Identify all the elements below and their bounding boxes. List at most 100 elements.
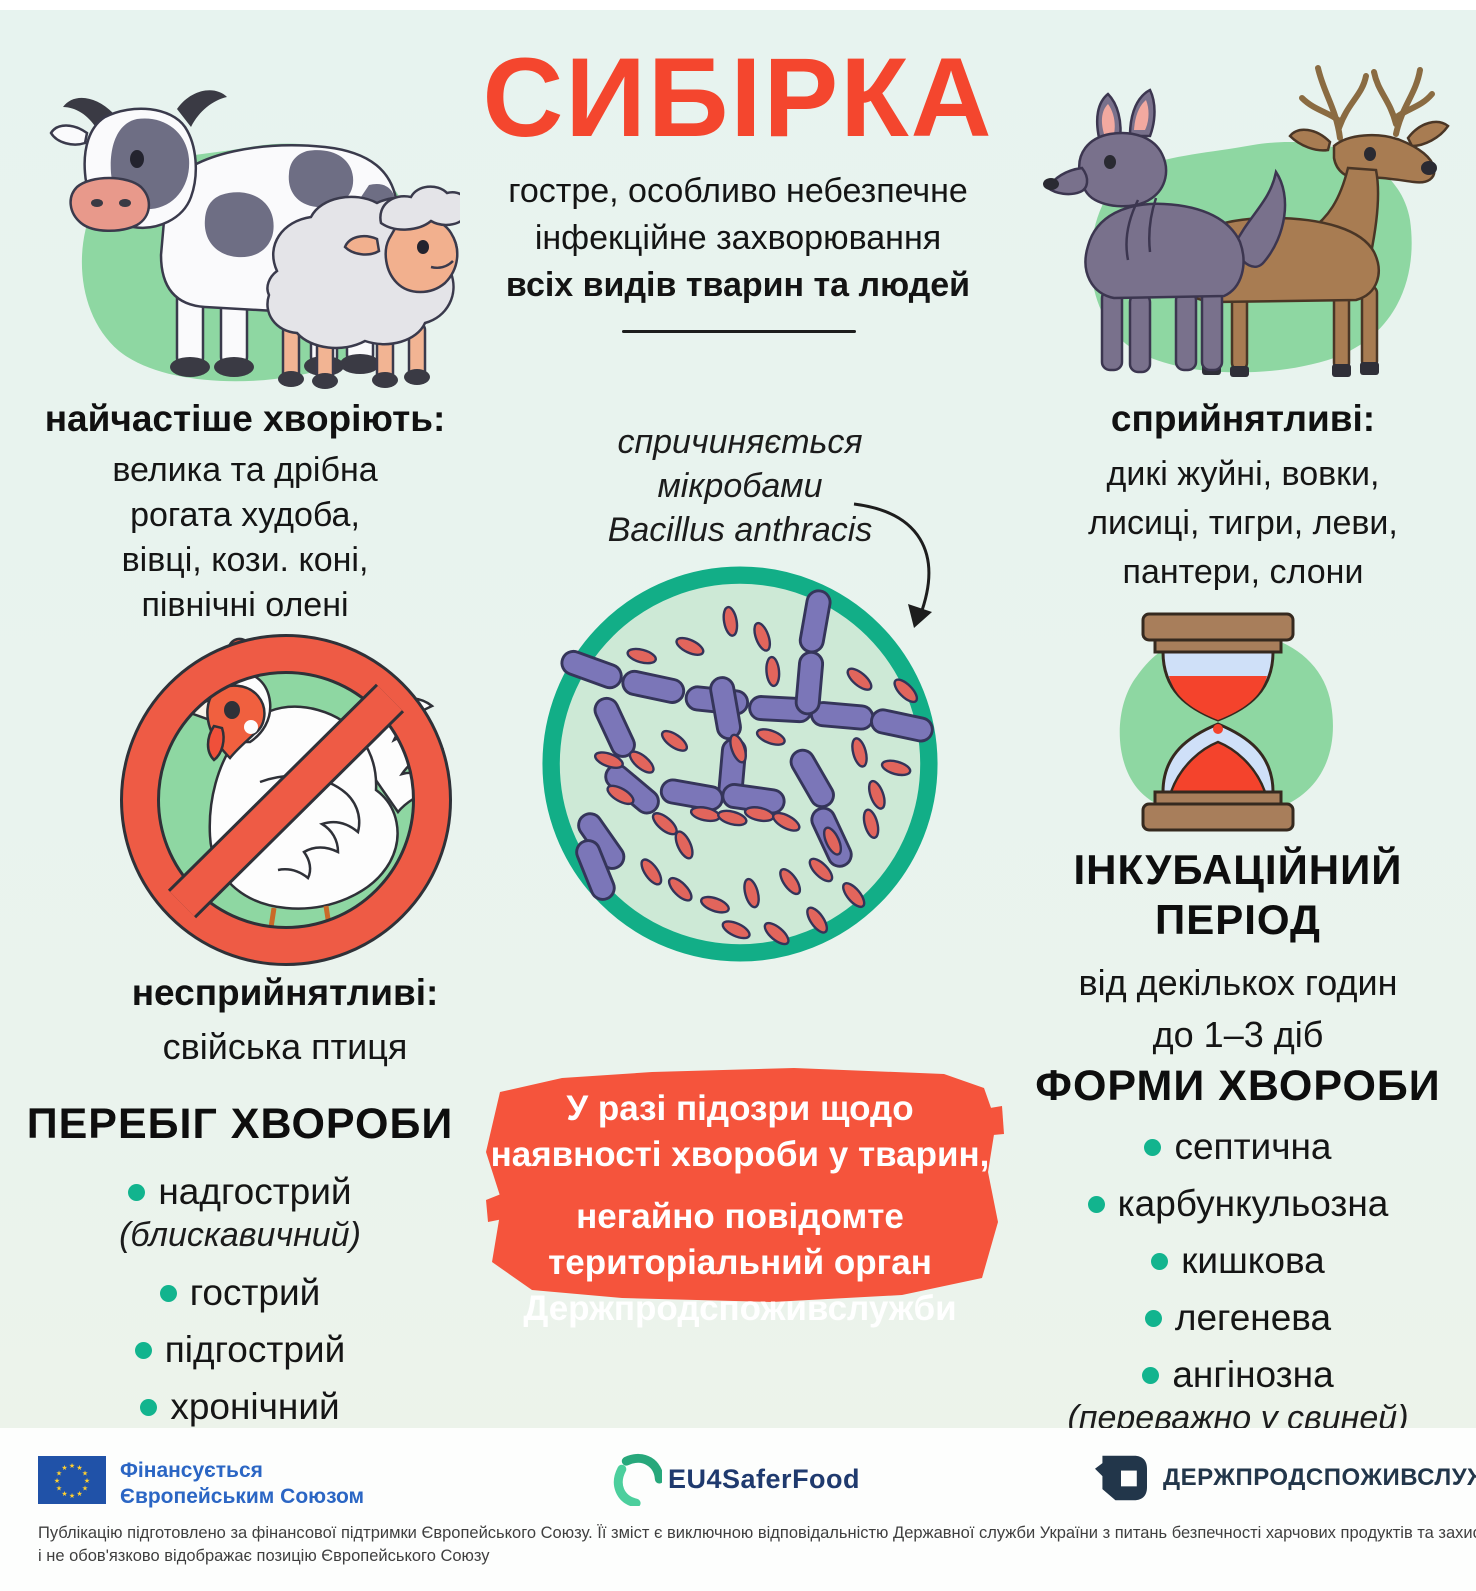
agency-glyph-icon	[1095, 1455, 1147, 1501]
svg-text:★: ★	[76, 1464, 82, 1472]
disclaimer: Публікацію підготовлено за фінансової пі…	[38, 1522, 1476, 1568]
bullet-dot-icon	[1087, 1195, 1105, 1213]
cattle-and-sheep-illustration	[25, 55, 460, 395]
page-title: СИБІРКА	[482, 35, 994, 160]
forms-item-label: септична	[1174, 1126, 1332, 1167]
eu4saferfood-label: EU4SaferFood	[668, 1463, 861, 1494]
most-affected-line: вівці, кози. коні,	[121, 541, 369, 579]
forms-item: септична	[1018, 1126, 1458, 1168]
wolf-and-deer-icon	[1043, 65, 1450, 377]
svg-text:★: ★	[82, 1485, 88, 1493]
forms-item-label: карбункульозна	[1117, 1183, 1389, 1224]
susceptible-body: дикі жуйні, вовки, лисиці, тигри, леви, …	[1028, 450, 1458, 597]
bullet-dot-icon	[140, 1398, 158, 1416]
forms-item: легенева	[1018, 1297, 1458, 1339]
incubation-body-line: до 1–3 діб	[1152, 1014, 1324, 1055]
eu4saferfood-logo: EU4SaferFood	[612, 1452, 860, 1506]
alert-line: територіальний орган	[548, 1243, 932, 1282]
most-affected-body: велика та дрібна рогата худоба, вівці, к…	[30, 448, 460, 628]
most-affected-line: рогата худоба,	[130, 496, 360, 534]
incubation-body: від декількох годин до 1–3 діб	[1018, 957, 1458, 1061]
svg-text:★: ★	[69, 1462, 75, 1470]
cause-line: Bacillus anthracis	[607, 511, 873, 549]
subtitle-line: інфекційне захворювання	[534, 219, 942, 257]
brush-stroke-background	[486, 1068, 1004, 1302]
incubation-heading: ІНКУБАЦІЙНИЙ ПЕРІОД	[1018, 845, 1458, 945]
svg-text:★: ★	[56, 1470, 62, 1478]
forms-item-label: легенева	[1174, 1297, 1332, 1338]
alert-paragraph-gap	[485, 1178, 995, 1194]
bacillus-anthracis-icon	[542, 566, 938, 962]
course-item: підгострий	[20, 1329, 460, 1371]
chicken-prohibition-icon	[120, 634, 452, 966]
course-item-label: надгострий	[158, 1171, 352, 1212]
course-heading: ПЕРЕБІГ ХВОРОБИ	[26, 1100, 454, 1148]
alert-line: негайно повідомте	[576, 1197, 904, 1236]
disclaimer-line: Публікацію підготовлено за фінансової пі…	[38, 1524, 1476, 1542]
footer: ★ ★ ★ ★ ★ ★ ★ ★ ★ ★ ★ ★ Фінансується Європейськи…	[0, 1428, 1476, 1591]
course-section: ПЕРЕБІГ ХВОРОБИ надгострий (блискавичний…	[20, 1100, 460, 1428]
wolf-and-deer-illustration	[1018, 50, 1463, 395]
cause-caption: спричиняється мікробами Bacillus anthrac…	[560, 420, 920, 552]
svg-text:★: ★	[76, 1490, 82, 1498]
susceptible-line: лисиці, тигри, леви,	[1088, 504, 1398, 542]
top-margin-strip	[0, 0, 1476, 10]
cause-line: спричиняється	[617, 423, 863, 461]
course-item: гострий	[20, 1272, 460, 1314]
incubation-heading-line: ІНКУБАЦІЙНИЙ	[1073, 846, 1403, 893]
bacteria-circle-illustration	[528, 552, 952, 976]
agency-label: ДЕРЖПРОДСПОЖИВСЛУЖБА	[1163, 1464, 1476, 1491]
svg-text:★: ★	[56, 1485, 62, 1493]
eu-funding-line: Фінансується	[120, 1459, 263, 1482]
not-susceptible-section: несприйнятливі: свійська птиця	[60, 972, 510, 1069]
forms-item: карбункульозна	[1018, 1183, 1458, 1225]
most-affected-section: найчастіше хворіють: велика та дрібна ро…	[30, 398, 460, 628]
alert-line: Держпродспоживслужби	[523, 1289, 957, 1328]
disclaimer-line: і не обов'язково відображає позицію Євро…	[38, 1547, 490, 1565]
bullet-dot-icon	[134, 1341, 152, 1359]
susceptible-heading: сприйнятливі:	[1110, 398, 1376, 439]
forms-section: ФОРМИ ХВОРОБИ септична карбункульозна ки…	[1018, 1062, 1458, 1440]
incubation-body-line: від декількох годин	[1078, 962, 1398, 1003]
cause-line: мікробами	[657, 467, 823, 505]
not-susceptible-heading: несприйнятливі:	[131, 972, 439, 1013]
header-divider	[622, 330, 856, 333]
course-item-label: хронічний	[170, 1386, 340, 1427]
svg-text:★: ★	[84, 1477, 90, 1485]
bullet-dot-icon	[128, 1183, 146, 1201]
incubation-section: ІНКУБАЦІЙНИЙ ПЕРІОД від декількох годин …	[1018, 845, 1458, 1061]
forms-item-label: ангінозна	[1172, 1354, 1334, 1395]
svg-text:★: ★	[69, 1492, 75, 1500]
svg-text:★: ★	[82, 1470, 88, 1478]
eu4saferfood-swirl-icon	[613, 1453, 662, 1506]
alert-line: У разі підозри щодо	[566, 1089, 914, 1128]
most-affected-line: північні олені	[141, 586, 349, 624]
incubation-heading-line: ПЕРІОД	[1155, 896, 1321, 943]
hourglass-icon	[1119, 612, 1333, 832]
subtitle-line: гостре, особливо небезпечне	[508, 172, 968, 210]
eu-funding-line: Європейським Союзом	[120, 1485, 365, 1508]
bullet-dot-icon	[1151, 1252, 1169, 1270]
not-susceptible-body: свійська птиця	[162, 1026, 408, 1067]
course-item-note: (блискавичний)	[119, 1216, 361, 1254]
subtitle-line-bold: всіх видів тварин та людей	[505, 266, 971, 304]
svg-text:★: ★	[61, 1490, 67, 1498]
alert-banner: У разі підозри щодо наявності хвороби у …	[470, 1050, 1010, 1328]
susceptible-line: пантери, слони	[1122, 553, 1364, 591]
svg-text:★: ★	[61, 1464, 67, 1472]
bullet-dot-icon	[1144, 1138, 1162, 1156]
agency-logo: ДЕРЖПРОДСПОЖИВСЛУЖБА	[1093, 1452, 1476, 1504]
subtitle: гостре, особливо небезпечне інфекційне з…	[438, 168, 1038, 309]
bullet-dot-icon	[1144, 1309, 1162, 1327]
course-item-label: гострий	[189, 1272, 321, 1313]
susceptible-section: сприйнятливі: дикі жуйні, вовки, лисиці,…	[1028, 398, 1458, 597]
forms-item-label: кишкова	[1181, 1240, 1325, 1281]
most-affected-line: велика та дрібна	[112, 451, 378, 489]
most-affected-heading: найчастіше хворіють:	[44, 398, 446, 439]
alert-text: У разі підозри щодо наявності хвороби у …	[485, 1086, 995, 1332]
alert-line: наявності хвороби у тварин,	[490, 1135, 990, 1174]
forms-item: ангінозна	[1018, 1354, 1458, 1396]
cattle-and-sheep-icon	[49, 90, 460, 389]
eu-flag-icon: ★ ★ ★ ★ ★ ★ ★ ★ ★ ★ ★ ★	[38, 1456, 106, 1504]
